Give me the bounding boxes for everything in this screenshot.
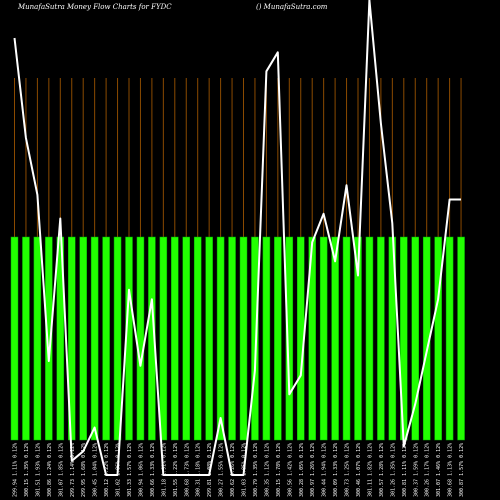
- volume-bar: [365, 236, 374, 441]
- x-tick-label: 301.51 1.93% 0.12%: [35, 443, 41, 497]
- x-tick-label: 301.55 1.22% 0.12%: [173, 443, 179, 497]
- volume-bar: [79, 236, 87, 441]
- volume-bar: [205, 236, 213, 441]
- volume-bar: [377, 236, 385, 441]
- x-tick-label: 300.97 1.26% 0.12%: [310, 443, 316, 497]
- x-tick-label: 300.68 1.13% 0.12%: [448, 443, 454, 497]
- x-tick-label: 301.07 1.46% 0.12%: [436, 443, 442, 497]
- x-tick-label: 301.33 1.57% 0.12%: [127, 443, 133, 497]
- volume-bar: [457, 236, 465, 441]
- price-line: [13, 0, 461, 476]
- x-tick-label: 300.94 1.06% 0.12%: [138, 443, 144, 497]
- chart-header: MunafaSutra Money Flow Charts for FYDC (…: [0, 3, 500, 17]
- x-tick-label: 300.35 1.12% 0.12%: [264, 443, 270, 497]
- x-tick-labels: 299.94 1.11% 0.12% 300.15 1.35% 0.12% 301.…: [13, 443, 466, 497]
- x-tick-label: 300.45 1.04% 0.12%: [93, 443, 99, 497]
- x-tick-label: 301.11 1.82% 0.12%: [367, 443, 373, 497]
- volume-bar: [182, 236, 190, 441]
- volume-bar: [285, 236, 294, 441]
- x-tick-label: 300.44 1.94% 0.12%: [322, 443, 328, 497]
- volume-bar: [90, 236, 99, 441]
- x-tick-label: 300.79 1.35% 0.12%: [253, 443, 259, 497]
- x-tick-label: 299.95 1.68% 0.12%: [81, 443, 87, 497]
- volume-bars: [10, 236, 465, 441]
- volume-bar: [45, 236, 53, 441]
- x-tick-label: 301.26 1.35% 0.12%: [390, 443, 396, 497]
- volume-bar: [171, 236, 179, 441]
- volume-bar: [262, 236, 271, 441]
- x-tick-label: 300.62 1.26% 0.12%: [230, 443, 236, 497]
- volume-bar: [274, 236, 282, 441]
- x-tick-label: 299.81 1.08% 0.12%: [207, 443, 213, 497]
- volume-bar: [193, 236, 202, 441]
- volume-bar: [33, 236, 42, 441]
- x-tick-label: 300.15 1.78% 0.12%: [276, 443, 282, 497]
- volume-bar: [251, 236, 259, 441]
- volume-bar: [331, 236, 339, 441]
- x-tick-label: 300.09 1.33% 0.12%: [333, 443, 339, 497]
- volume-bar: [159, 236, 168, 441]
- x-tick-label: 300.86 1.24% 0.12%: [47, 443, 53, 497]
- x-tick-label: 300.28 1.05% 0.12%: [299, 443, 305, 497]
- x-tick-label: 300.73 1.25% 0.12%: [345, 443, 351, 497]
- x-tick-label: 300.66 1.33% 0.12%: [150, 443, 156, 497]
- volume-bar: [228, 236, 236, 441]
- x-tick-label: 300.46 1.07% 0.12%: [356, 443, 362, 497]
- price-line-layer: [13, 0, 461, 476]
- volume-bar: [239, 236, 248, 441]
- x-tick-label: 300.68 1.73% 0.12%: [184, 443, 190, 497]
- x-tick-label: 300.26 1.17% 0.12%: [425, 443, 431, 497]
- x-tick-label: 301.02 1.86% 0.12%: [116, 443, 122, 497]
- volume-bar: [342, 236, 351, 441]
- volume-bar: [411, 236, 419, 441]
- x-tick-label: 300.31 1.18% 0.12%: [196, 443, 202, 497]
- volume-bar: [216, 236, 225, 441]
- x-tick-label: 301.03 1.85% 0.12%: [242, 443, 248, 497]
- x-tick-label: 300.87 1.57% 0.12%: [459, 443, 465, 497]
- volume-bar: [136, 236, 145, 441]
- volume-bar: [22, 236, 30, 441]
- x-tick-label: 299.94 1.11% 0.12%: [13, 443, 19, 497]
- x-tick-label: 300.15 1.35% 0.12%: [24, 443, 30, 497]
- x-tick-label: 301.18 1.91% 0.12%: [161, 443, 167, 497]
- x-tick-label: 299.73 1.14% 0.12%: [70, 443, 76, 497]
- volume-bar: [10, 236, 19, 441]
- x-tick-label: 300.27 1.55% 0.12%: [219, 443, 225, 497]
- volume-bar: [113, 236, 122, 441]
- volume-bar: [102, 236, 110, 441]
- volume-bar: [354, 236, 362, 441]
- volume-bar: [445, 236, 454, 441]
- x-tick-label: 300.12 1.22% 0.12%: [104, 443, 110, 497]
- volume-bar: [308, 236, 316, 441]
- x-tick-label: 300.37 1.59% 0.12%: [413, 443, 419, 497]
- x-tick-label: 300.57 1.28% 0.12%: [379, 443, 385, 497]
- x-tick-label: 300.56 1.42% 0.12%: [287, 443, 293, 497]
- chart-title: MunafaSutra Money Flow Charts for FYDC: [18, 3, 172, 11]
- volume-bar: [434, 236, 442, 441]
- site-credit: () MunafaSutra.com: [256, 3, 328, 11]
- x-tick-label: 300.81 1.11% 0.12%: [402, 443, 408, 497]
- x-tick-label: 301.07 1.85% 0.12%: [58, 443, 64, 497]
- volume-bar: [319, 236, 328, 441]
